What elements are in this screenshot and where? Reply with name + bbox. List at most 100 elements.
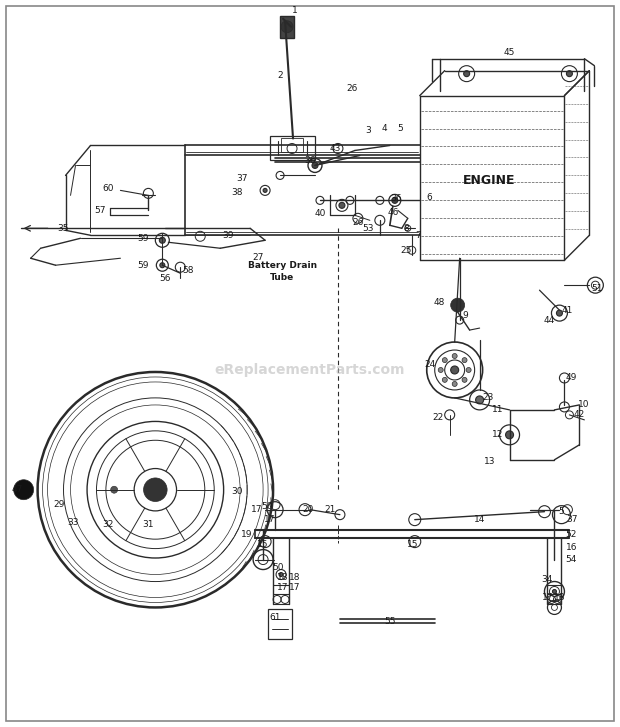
Text: 8: 8 [403,224,409,233]
Text: 10: 10 [578,401,589,409]
Text: 55: 55 [384,617,396,626]
Text: 57: 57 [95,206,106,215]
Text: 61: 61 [269,613,281,622]
Text: 31: 31 [143,520,154,529]
Circle shape [263,188,267,193]
Text: 30: 30 [231,487,243,497]
Circle shape [438,367,443,372]
Circle shape [462,358,467,363]
Text: 15: 15 [257,540,269,549]
Circle shape [110,486,118,493]
Bar [280,16,294,38]
Circle shape [392,197,398,204]
Circle shape [466,367,471,372]
Text: 17: 17 [251,505,263,514]
Text: 59: 59 [138,234,149,243]
Text: 42: 42 [574,410,585,419]
Circle shape [552,590,556,593]
Text: 17: 17 [264,515,276,524]
Text: 32: 32 [103,520,114,529]
Circle shape [442,358,447,363]
Text: 18: 18 [554,593,565,602]
Text: 36: 36 [390,194,402,203]
Text: 37: 37 [236,174,248,183]
Text: 52: 52 [565,530,577,539]
Circle shape [144,478,167,502]
Text: 50: 50 [272,563,284,572]
Text: 4: 4 [382,124,388,133]
Text: 5: 5 [559,507,564,516]
Text: 12: 12 [492,430,503,439]
Text: 6: 6 [427,193,433,202]
Circle shape [452,382,457,387]
Text: 51: 51 [591,284,603,293]
Text: 1: 1 [292,7,298,15]
Bar [268,609,292,639]
Circle shape [339,202,345,209]
Text: 38: 38 [231,188,243,197]
Text: 27: 27 [252,253,264,262]
Text: 46: 46 [387,208,399,217]
Text: 37: 37 [567,515,578,524]
Text: 17: 17 [290,583,301,592]
Text: 43: 43 [329,144,340,153]
Circle shape [464,71,469,76]
Text: 26: 26 [352,218,363,227]
Text: Tube: Tube [270,273,294,281]
Text: ENGINE: ENGINE [463,174,516,187]
Text: 26: 26 [346,84,358,93]
Circle shape [556,310,562,316]
Text: 25: 25 [400,246,412,254]
Text: 14: 14 [474,515,485,524]
Text: 13: 13 [484,457,495,466]
Text: 39: 39 [223,230,234,240]
Text: 22: 22 [432,414,443,422]
Text: 41: 41 [562,305,573,315]
Circle shape [451,366,459,374]
Text: 50: 50 [262,502,273,511]
Text: 45: 45 [504,48,515,57]
Text: 53: 53 [362,224,374,233]
Text: 49: 49 [565,374,577,382]
Text: 11: 11 [492,406,503,414]
Text: 5: 5 [397,124,402,133]
Text: 44: 44 [544,316,555,324]
Text: 36: 36 [304,156,316,165]
Circle shape [452,353,457,358]
Text: Battery Drain: Battery Drain [247,261,317,270]
Circle shape [160,262,165,268]
Text: 21: 21 [324,505,335,514]
Text: 19: 19 [241,530,253,539]
Circle shape [442,377,447,382]
Text: 56: 56 [159,273,171,283]
Text: eReplacementParts.com: eReplacementParts.com [215,363,405,377]
Text: 34: 34 [542,575,553,584]
Text: 29: 29 [53,500,64,509]
Circle shape [505,431,513,439]
Text: 2: 2 [277,71,283,80]
Bar [270,135,315,161]
Circle shape [567,71,572,76]
Text: 20: 20 [303,505,314,514]
Text: 54: 54 [565,555,577,564]
Text: 58: 58 [182,265,194,275]
Text: 18: 18 [277,573,289,582]
Text: 40: 40 [314,209,326,218]
Bar [281,137,303,153]
Text: 35: 35 [57,224,68,233]
Text: 33: 33 [67,518,78,527]
Text: 15: 15 [407,540,419,549]
Circle shape [279,573,283,577]
Text: 9: 9 [463,310,469,320]
Text: 17: 17 [542,593,553,602]
Text: 47: 47 [12,485,24,494]
Circle shape [451,298,464,312]
Text: 18: 18 [290,573,301,582]
Text: 24: 24 [424,361,435,369]
Text: 59: 59 [138,261,149,270]
Text: 7: 7 [415,230,420,240]
Text: 48: 48 [434,297,445,307]
Text: 3: 3 [365,126,371,135]
Circle shape [281,21,293,33]
Circle shape [462,377,467,382]
